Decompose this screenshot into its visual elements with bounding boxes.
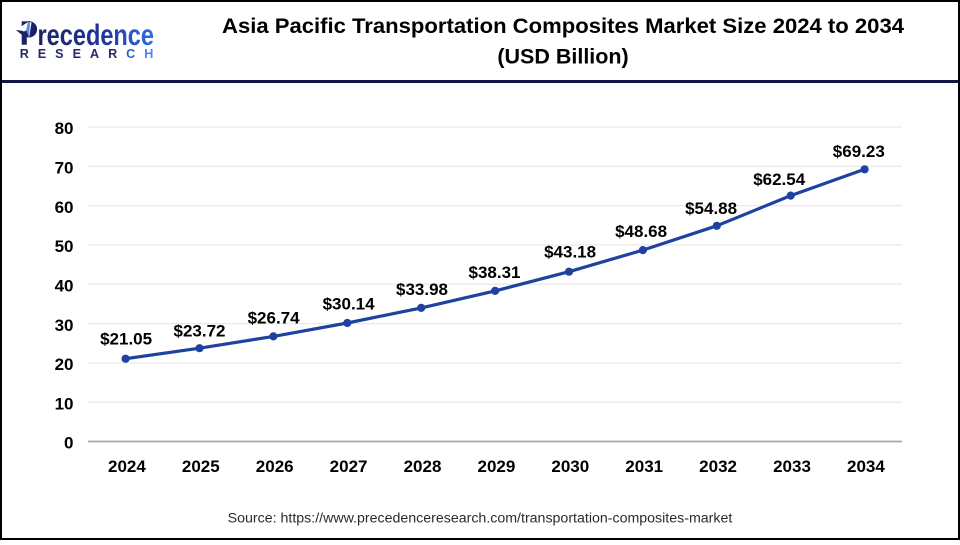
svg-text:80: 80: [55, 119, 74, 138]
svg-text:10: 10: [55, 394, 74, 413]
svg-text:$48.68: $48.68: [615, 222, 667, 241]
svg-text:$38.31: $38.31: [469, 263, 521, 282]
svg-text:$69.23: $69.23: [833, 142, 885, 161]
svg-text:40: 40: [55, 276, 74, 295]
svg-text:2030: 2030: [551, 457, 589, 476]
svg-text:2024: 2024: [108, 457, 146, 476]
svg-text:20: 20: [55, 355, 74, 374]
svg-text:$21.05: $21.05: [100, 329, 152, 348]
svg-text:60: 60: [55, 198, 74, 217]
svg-text:2028: 2028: [404, 457, 442, 476]
svg-text:2027: 2027: [330, 457, 368, 476]
svg-text:$30.14: $30.14: [323, 295, 376, 314]
svg-text:$54.88: $54.88: [685, 199, 737, 218]
svg-text:$23.72: $23.72: [174, 322, 226, 341]
svg-text:$26.74: $26.74: [248, 308, 301, 327]
svg-text:Asia Pacific Transportation Co: Asia Pacific Transportation Composites M…: [222, 14, 904, 38]
svg-text:2025: 2025: [182, 457, 220, 476]
svg-text:2034: 2034: [847, 457, 885, 476]
svg-text:recedence: recedence: [38, 19, 155, 52]
svg-text:2029: 2029: [477, 457, 515, 476]
svg-text:50: 50: [55, 237, 74, 256]
svg-text:(USD Billion): (USD Billion): [497, 45, 628, 69]
svg-text:$43.18: $43.18: [544, 243, 596, 262]
svg-text:Source: https://www.precedence: Source: https://www.precedenceresearch.c…: [228, 511, 733, 527]
svg-text:2026: 2026: [256, 457, 294, 476]
svg-text:2031: 2031: [625, 457, 663, 476]
svg-text:0: 0: [64, 434, 73, 453]
svg-text:2033: 2033: [773, 457, 811, 476]
svg-text:70: 70: [55, 159, 74, 178]
svg-text:$33.98: $33.98: [396, 280, 448, 299]
svg-text:2032: 2032: [699, 457, 737, 476]
svg-text:$62.54: $62.54: [753, 170, 806, 189]
svg-text:RESEARCH: RESEARCH: [20, 47, 163, 61]
svg-text:30: 30: [55, 316, 74, 335]
